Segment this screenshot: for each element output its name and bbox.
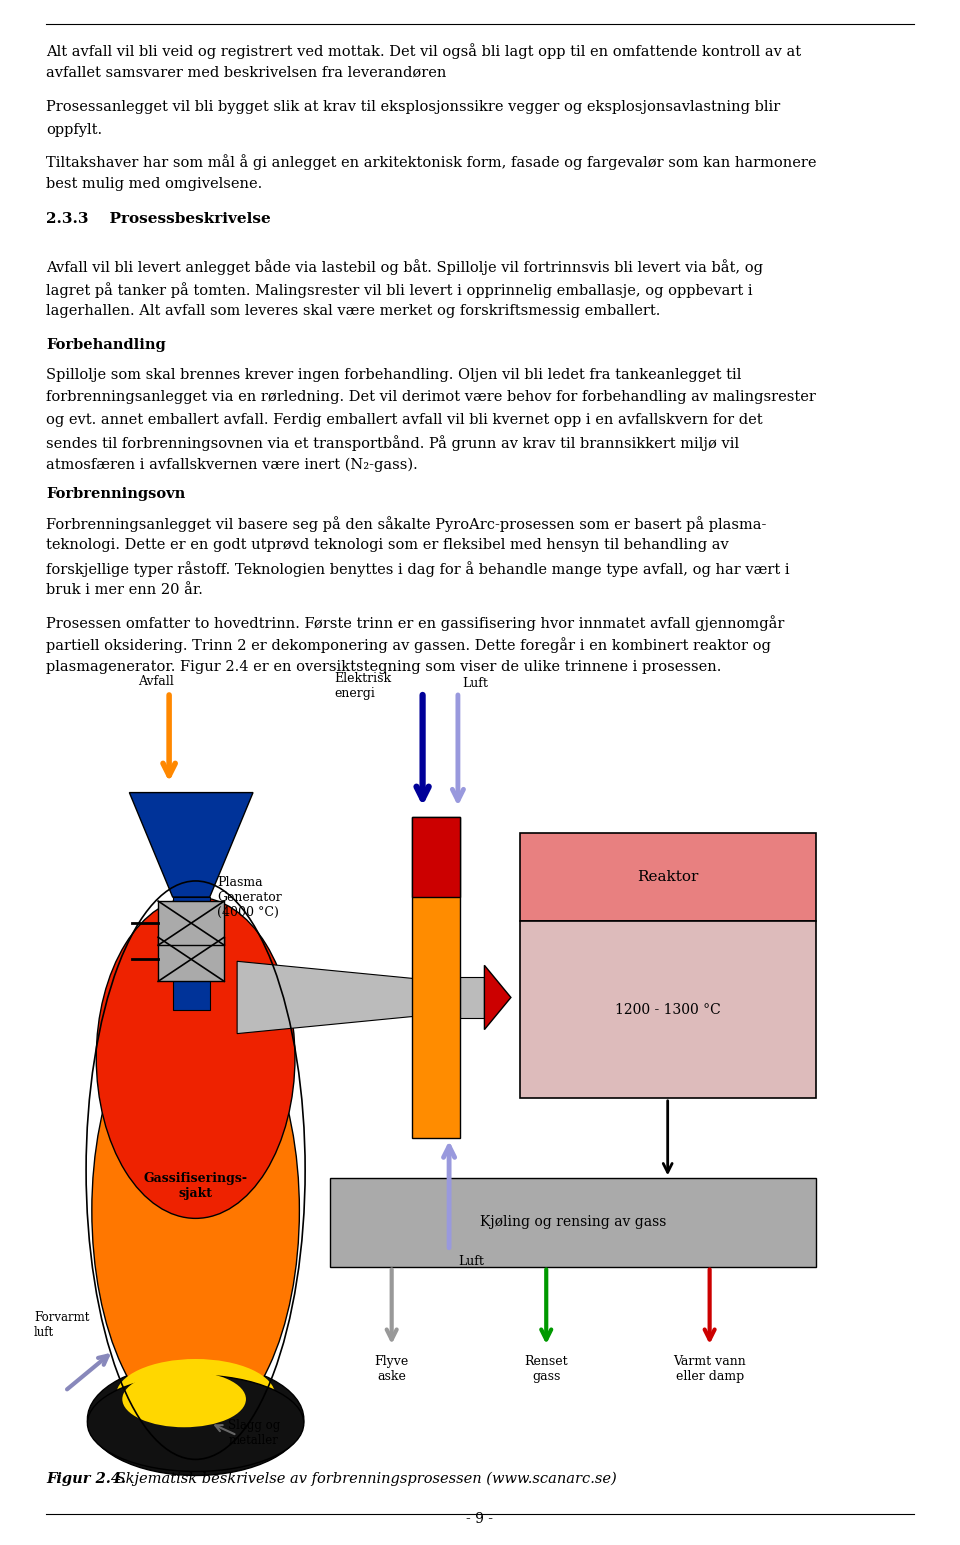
Text: teknologi. Dette er en godt utprøvd teknologi som er fleksibel med hensyn til be: teknologi. Dette er en godt utprøvd tekn…: [46, 538, 729, 553]
Text: Kjøling og rensing av gass: Kjøling og rensing av gass: [480, 1216, 666, 1230]
Bar: [519, 833, 816, 921]
Text: Varmt vann
eller damp: Varmt vann eller damp: [673, 1355, 746, 1383]
Text: Flyve
aske: Flyve aske: [374, 1355, 409, 1383]
Bar: [158, 938, 225, 981]
Text: forskjellige typer råstoff. Teknologien benyttes i dag for å behandle mange type: forskjellige typer råstoff. Teknologien …: [46, 561, 790, 576]
Text: Forbrenningsanlegget vil basere seg på den såkalte PyroArc-prosessen som er base: Forbrenningsanlegget vil basere seg på d…: [46, 516, 766, 531]
Ellipse shape: [122, 1370, 246, 1428]
Text: - 9 -: - 9 -: [467, 1513, 493, 1526]
Text: sendes til forbrenningsovnen via et transportbånd. På grunn av krav til brannsik: sendes til forbrenningsovnen via et tran…: [46, 436, 739, 451]
Text: 2.3.3    Prosessbeskrivelse: 2.3.3 Prosessbeskrivelse: [46, 212, 271, 226]
Text: atmosfæren i avfallskvernen være inert (N₂-gass).: atmosfæren i avfallskvernen være inert (…: [46, 457, 418, 471]
Bar: [330, 1179, 816, 1267]
Text: Spillolje som skal brennes krever ingen forbehandling. Oljen vil bli ledet fra t: Spillolje som skal brennes krever ingen …: [46, 368, 741, 382]
Text: best mulig med omgivelsene.: best mulig med omgivelsene.: [46, 176, 262, 192]
Text: Reaktor: Reaktor: [637, 870, 698, 884]
Text: Alt avfall vil bli veid og registrert ved mottak. Det vil også bli lagt opp til : Alt avfall vil bli veid og registrert ve…: [46, 43, 802, 59]
Bar: [173, 898, 209, 1009]
Text: forbrenningsanlegget via en rørledning. Det vil derimot være behov for forbehand: forbrenningsanlegget via en rørledning. …: [46, 389, 816, 405]
Text: Forvarmt
luft: Forvarmt luft: [34, 1310, 89, 1340]
Text: Gassifiserings-
sjakt: Gassifiserings- sjakt: [144, 1173, 248, 1200]
Text: plasmagenerator. Figur 2.4 er en oversiktstegning som viser de ulike trinnene i : plasmagenerator. Figur 2.4 er en oversik…: [46, 660, 722, 674]
Text: oppfylt.: oppfylt.: [46, 122, 102, 138]
Ellipse shape: [96, 898, 295, 1219]
Text: Slagg og
metaller: Slagg og metaller: [228, 1420, 280, 1448]
Ellipse shape: [92, 989, 300, 1431]
Bar: [158, 901, 225, 946]
Text: Luft: Luft: [458, 1255, 484, 1267]
Polygon shape: [460, 978, 485, 1018]
Text: Plasma
Generator
(4000 °C): Plasma Generator (4000 °C): [217, 876, 282, 919]
Bar: [412, 817, 460, 898]
Text: Forbrenningsovn: Forbrenningsovn: [46, 487, 185, 501]
Text: Renset
gass: Renset gass: [524, 1355, 568, 1383]
Polygon shape: [237, 961, 422, 1034]
Bar: [519, 921, 816, 1098]
Text: Forbehandling: Forbehandling: [46, 338, 166, 352]
Text: 1200 - 1300 °C: 1200 - 1300 °C: [614, 1003, 721, 1017]
Text: Prosessanlegget vil bli bygget slik at krav til eksplosjonssikre vegger og ekspl: Prosessanlegget vil bli bygget slik at k…: [46, 100, 780, 114]
Ellipse shape: [116, 1360, 276, 1431]
Text: partiell oksidering. Trinn 2 er dekomponering av gassen. Dette foregår i en komb: partiell oksidering. Trinn 2 er dekompon…: [46, 637, 771, 654]
Text: lagerhallen. Alt avfall som leveres skal være merket og forskriftsmessig emballe: lagerhallen. Alt avfall som leveres skal…: [46, 304, 660, 318]
Ellipse shape: [87, 1375, 303, 1471]
Text: Figur 2.4.: Figur 2.4.: [46, 1472, 126, 1486]
Text: Tiltakshaver har som mål å gi anlegget en arkitektonisk form, fasade og fargeval: Tiltakshaver har som mål å gi anlegget e…: [46, 154, 817, 170]
Text: Avfall vil bli levert anlegget både via lastebil og båt. Spillolje vil fortrinns: Avfall vil bli levert anlegget både via …: [46, 260, 763, 275]
Text: Avfall: Avfall: [138, 675, 174, 688]
Text: lagret på tanker på tomten. Malingsrester vil bli levert i opprinnelig emballasj: lagret på tanker på tomten. Malingsreste…: [46, 281, 753, 298]
Ellipse shape: [87, 1363, 303, 1475]
Text: Elektrisk
energi: Elektrisk energi: [334, 672, 392, 700]
Polygon shape: [485, 966, 511, 1029]
Text: bruk i mer enn 20 år.: bruk i mer enn 20 år.: [46, 582, 203, 598]
Text: Prosessen omfatter to hovedtrinn. Første trinn er en gassifisering hvor innmatet: Prosessen omfatter to hovedtrinn. Første…: [46, 615, 784, 630]
Bar: [412, 817, 460, 1139]
Text: og evt. annet emballert avfall. Ferdig emballert avfall vil bli kvernet opp i en: og evt. annet emballert avfall. Ferdig e…: [46, 413, 762, 426]
Text: Skjematisk beskrivelse av forbrenningsprosessen (www.scanarc.se): Skjematisk beskrivelse av forbrenningspr…: [111, 1472, 617, 1486]
Text: avfallet samsvarer med beskrivelsen fra leverandøren: avfallet samsvarer med beskrivelsen fra …: [46, 65, 446, 80]
Text: Luft: Luft: [463, 677, 489, 689]
Polygon shape: [130, 793, 253, 898]
